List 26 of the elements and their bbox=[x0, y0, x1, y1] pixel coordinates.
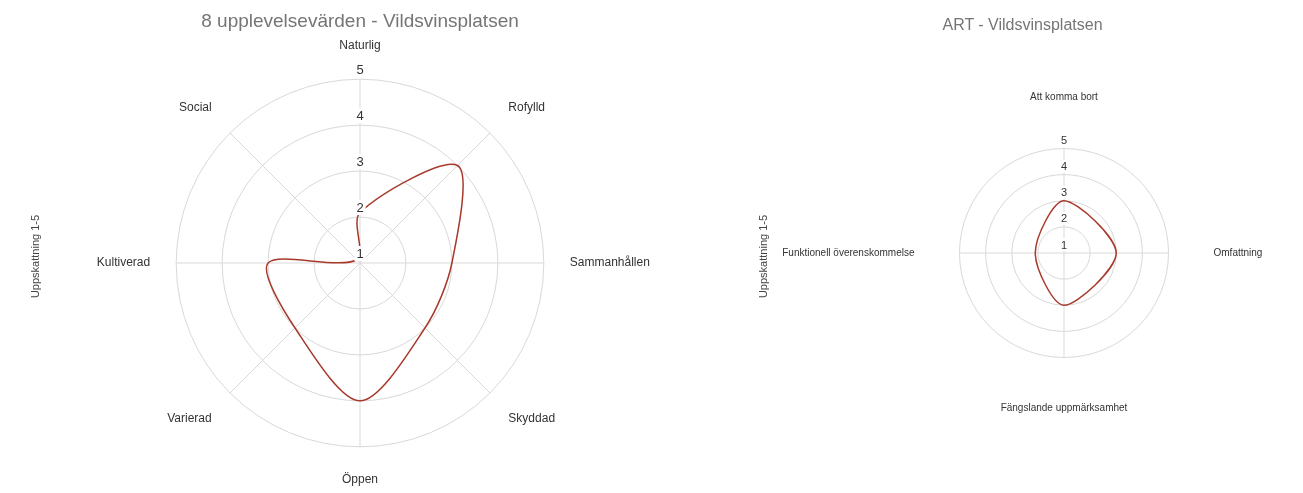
spoke-label: Att komma bort bbox=[1030, 91, 1099, 103]
y-tick-label: 3 bbox=[1060, 186, 1068, 199]
y-tick-label: 5 bbox=[1060, 134, 1068, 147]
spoke-label: Fängslande uppmärksamhet bbox=[1000, 402, 1128, 414]
y-tick-label: 4 bbox=[356, 108, 364, 124]
y-tick-label: 2 bbox=[356, 200, 364, 216]
y-tick-label: 3 bbox=[356, 154, 364, 170]
y-tick-label: 1 bbox=[1060, 238, 1068, 251]
y-tick-label: 5 bbox=[356, 62, 364, 78]
spoke-label: Rofylld bbox=[508, 99, 546, 114]
spoke-label: Varierad bbox=[167, 410, 212, 425]
y-tick-label: 2 bbox=[1060, 212, 1068, 225]
spoke-label: Sammanhållen bbox=[569, 255, 650, 270]
y-tick-label: 1 bbox=[356, 246, 364, 262]
text: Uppskattning 1-5 bbox=[757, 214, 770, 299]
spoke-label: Social bbox=[178, 99, 212, 114]
spoke-label: Skyddad bbox=[508, 410, 556, 425]
spoke-label: Naturlig bbox=[339, 38, 381, 53]
spoke-label: Omfattning bbox=[1213, 246, 1263, 258]
spoke-label: Öppen bbox=[341, 472, 379, 487]
y-tick-label: 4 bbox=[1060, 160, 1068, 173]
chart-title: 8 upplevelsevärden - Vildsvinsplatsen bbox=[201, 9, 519, 31]
text: Uppskattning 1-5 bbox=[29, 214, 42, 299]
spoke-label: Kultiverad bbox=[96, 255, 151, 270]
spoke-label: Funktionell överenskommelse bbox=[782, 246, 915, 258]
chart-title: ART - Vildsvinsplatsen bbox=[942, 16, 1103, 34]
